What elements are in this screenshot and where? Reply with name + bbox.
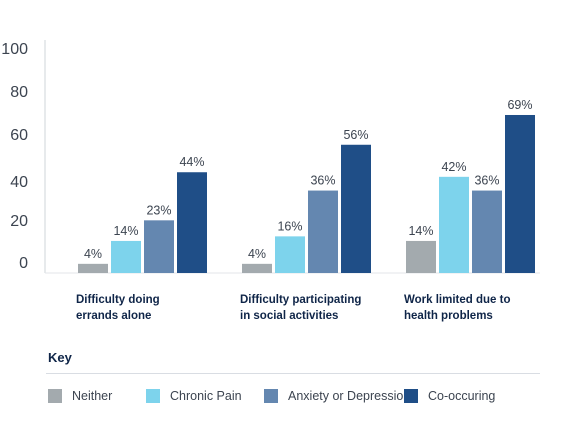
y-tick-label: 100 bbox=[1, 41, 28, 58]
x-category-label: Work limited due to health problems bbox=[404, 294, 511, 322]
data-label: 4% bbox=[248, 247, 266, 261]
bar-chart: 0 20 40 60 80 100 4% 4% 14% 14% 16% 42% 23% 36% 36% 44%… bbox=[1, 40, 540, 322]
data-label: 16% bbox=[277, 219, 302, 233]
legend-item: Co-occuring bbox=[404, 388, 495, 404]
bar bbox=[111, 240, 141, 273]
x-category-label: Difficulty participating in social activi… bbox=[240, 294, 361, 322]
bar bbox=[78, 263, 108, 273]
bar bbox=[472, 190, 502, 273]
legend-label: Anxiety or Depression bbox=[288, 389, 411, 403]
bar bbox=[505, 114, 535, 274]
bar bbox=[177, 172, 207, 273]
data-label: 14% bbox=[408, 224, 433, 238]
legend-label: Chronic Pain bbox=[170, 389, 242, 403]
bar bbox=[406, 240, 436, 273]
bar bbox=[275, 236, 305, 273]
legend-swatch bbox=[404, 389, 418, 403]
bar bbox=[341, 144, 371, 273]
legend-item: Chronic Pain bbox=[146, 388, 242, 404]
bar bbox=[308, 190, 338, 273]
data-label: 4% bbox=[84, 247, 102, 261]
legend-swatch bbox=[48, 389, 62, 403]
legend-swatch bbox=[264, 389, 278, 403]
bar bbox=[439, 176, 469, 273]
legend-item: Neither bbox=[48, 388, 112, 404]
data-label: 56% bbox=[343, 128, 368, 142]
data-label: 42% bbox=[441, 160, 466, 174]
data-label: 36% bbox=[474, 174, 499, 188]
y-tick-label: 60 bbox=[10, 127, 28, 144]
data-label: 23% bbox=[146, 203, 171, 217]
legend-label: Neither bbox=[72, 389, 113, 403]
y-tick-label: 80 bbox=[10, 84, 28, 101]
data-label: 44% bbox=[179, 155, 204, 169]
legend-swatch bbox=[146, 389, 160, 403]
data-label: 36% bbox=[310, 174, 335, 188]
legend-item: Anxiety or Depression bbox=[264, 388, 410, 404]
bar bbox=[144, 220, 174, 273]
x-category-label: Difficulty doing errands alone bbox=[76, 294, 160, 322]
bar bbox=[242, 263, 272, 273]
legend-title: Key bbox=[48, 350, 72, 365]
legend: Neither Chronic Pain Anxiety or Depression… bbox=[48, 388, 548, 406]
legend-label: Co-occuring bbox=[428, 389, 496, 403]
legend-divider bbox=[46, 373, 540, 374]
y-tick-label: 0 bbox=[19, 255, 28, 272]
data-label: 69% bbox=[507, 98, 532, 112]
data-label: 14% bbox=[113, 224, 138, 238]
y-tick-label: 40 bbox=[10, 174, 28, 191]
y-tick-label: 20 bbox=[10, 213, 28, 230]
